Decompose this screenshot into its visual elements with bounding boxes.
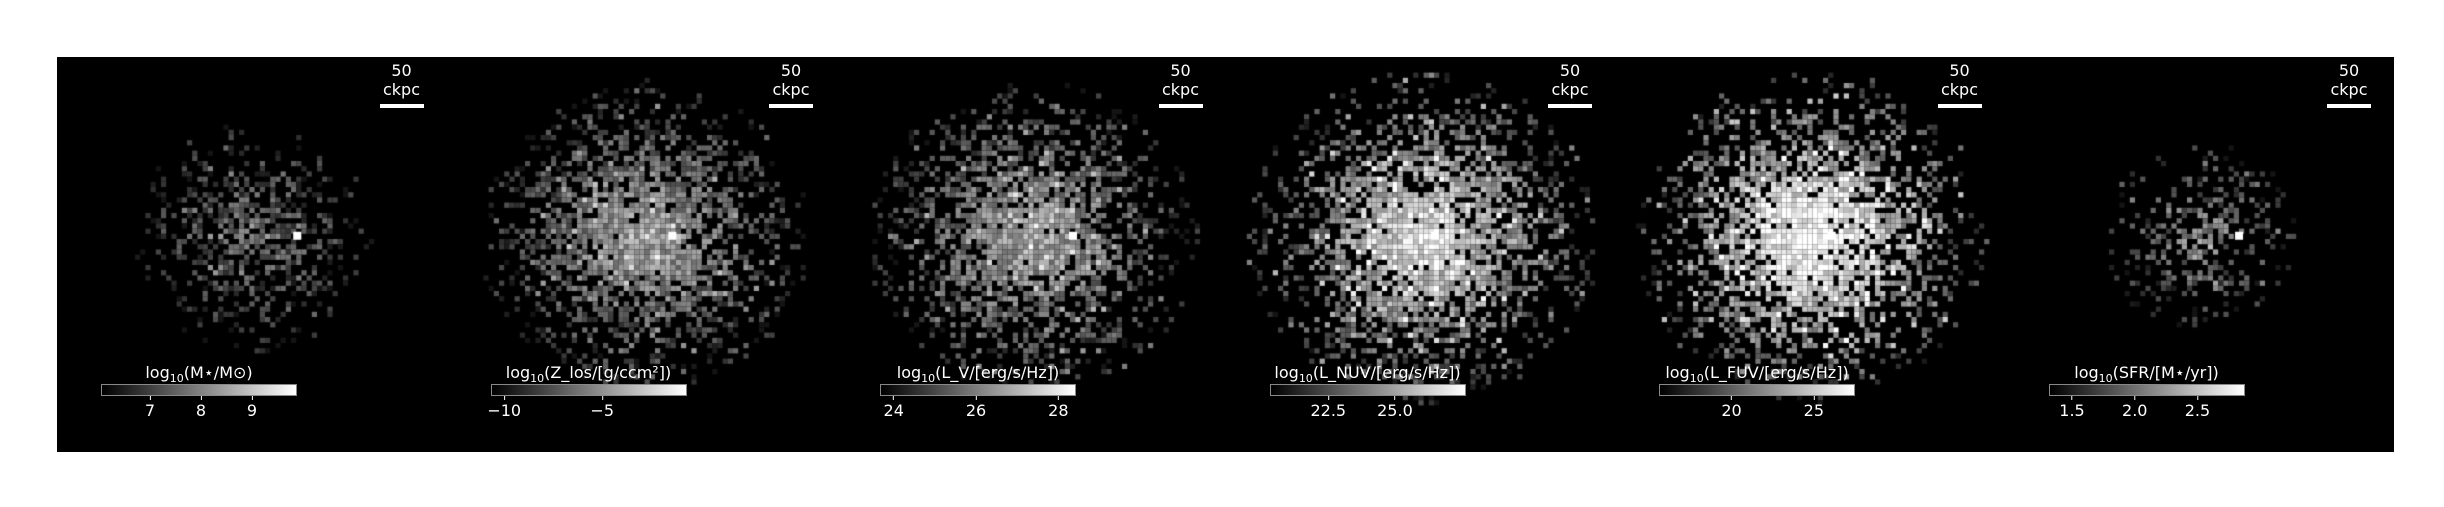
colorbar-gradient: [101, 384, 297, 396]
colorbar-gradient: [2048, 384, 2245, 396]
colorbar-label: log10(SFR/[M⋆/yr]): [2074, 363, 2219, 386]
scale-bar: 50 ckpc: [371, 61, 433, 108]
map-panel-fuv-luminosity: 50 ckpc log10(L_FUV/[erg/s/Hz]) 20 25: [1615, 57, 2005, 452]
colorbar-gradient: [1659, 384, 1855, 396]
colorbar-tick-label: 26: [966, 396, 986, 420]
scale-bar-label: 50 ckpc: [2330, 61, 2368, 99]
colorbar: log10(M⋆/M⊙) 7 8 9: [101, 362, 297, 420]
colorbar-label: log10(M⋆/M⊙): [145, 363, 253, 386]
scale-bar-line: [1158, 104, 1203, 108]
scale-bar-label: 50 ckpc: [382, 61, 420, 99]
scale-bar-line: [769, 104, 813, 108]
colorbar-label: log10(L_NUV/[erg/s/Hz]): [1274, 363, 1461, 386]
figure-strip: 50 ckpc log10(M⋆/M⊙) 7 8 9 50 ckpc log10(Z_los…: [57, 57, 2394, 452]
colorbar-label: log10(L_FUV/[erg/s/Hz]): [1665, 363, 1849, 386]
scale-bar-label: 50 ckpc: [1551, 61, 1589, 99]
scale-bar-line: [2327, 104, 2371, 108]
colorbar: log10(L_NUV/[erg/s/Hz]) 22.5 25.0: [1269, 362, 1466, 420]
scale-bar-line: [1548, 104, 1592, 108]
colorbar-tick-label: 1.5: [2059, 396, 2084, 420]
scale-bar-label: 50 ckpc: [772, 61, 810, 99]
colorbar-tick-label: −5: [590, 396, 614, 420]
map-panel-star-formation-rate: 50 ckpc log10(SFR/[M⋆/yr]) 1.5 2.0 2.5: [2004, 57, 2394, 452]
colorbar-tick-label: 22.5: [1310, 396, 1346, 420]
colorbar-tick-label: 7: [145, 396, 155, 420]
colorbar-tick-label: 2.0: [2122, 396, 2147, 420]
colorbar-tick-label: 2.5: [2185, 396, 2210, 420]
scale-bar: 50 ckpc: [1539, 61, 1601, 108]
colorbar-tick-label: 8: [196, 396, 206, 420]
scale-bar: 50 ckpc: [1150, 61, 1212, 108]
colorbar-tick-label: 20: [1721, 396, 1741, 420]
scale-bar-line: [1937, 104, 1982, 108]
colorbar-gradient: [1269, 384, 1466, 396]
colorbar-gradient: [490, 384, 687, 396]
colorbar-tick-label: 24: [884, 396, 904, 420]
colorbar-tick-label: 25: [1804, 396, 1824, 420]
scale-bar-label: 50 ckpc: [1940, 61, 1978, 99]
colorbar: log10(Z_los/[g/ccm²]) −10 −5: [487, 362, 687, 420]
scale-bar: 50 ckpc: [1929, 61, 1991, 108]
map-panel-nuv-luminosity: 50 ckpc log10(L_NUV/[erg/s/Hz]) 22.5 25.0: [1225, 57, 1615, 452]
colorbar: log10(SFR/[M⋆/yr]) 1.5 2.0 2.5: [2048, 362, 2245, 420]
scale-bar-label: 50 ckpc: [1161, 61, 1199, 99]
colorbar-tick-label: 25.0: [1377, 396, 1413, 420]
map-panel-v-band-luminosity: 50 ckpc log10(L_V/[erg/s/Hz]) 24 26 28: [836, 57, 1226, 452]
colorbar-tick-label: 9: [247, 396, 257, 420]
colorbar-tick-label: 28: [1048, 396, 1068, 420]
colorbar: log10(L_V/[erg/s/Hz]) 24 26 28: [880, 362, 1076, 420]
colorbar-gradient: [880, 384, 1076, 396]
colorbar: log10(L_FUV/[erg/s/Hz]) 20 25: [1659, 362, 1855, 420]
colorbar-label: log10(L_V/[erg/s/Hz]): [896, 363, 1060, 386]
colorbar-tick-label: −10: [487, 396, 521, 420]
scale-bar-line: [379, 104, 424, 108]
scale-bar: 50 ckpc: [2318, 61, 2380, 108]
map-panel-stellar-mass: 50 ckpc log10(M⋆/M⊙) 7 8 9: [57, 57, 447, 452]
colorbar-label: log10(Z_los/[g/ccm²]): [505, 363, 672, 386]
map-panel-metallicity: 50 ckpc log10(Z_los/[g/ccm²]) −10 −5: [446, 57, 836, 452]
scale-bar: 50 ckpc: [760, 61, 822, 108]
